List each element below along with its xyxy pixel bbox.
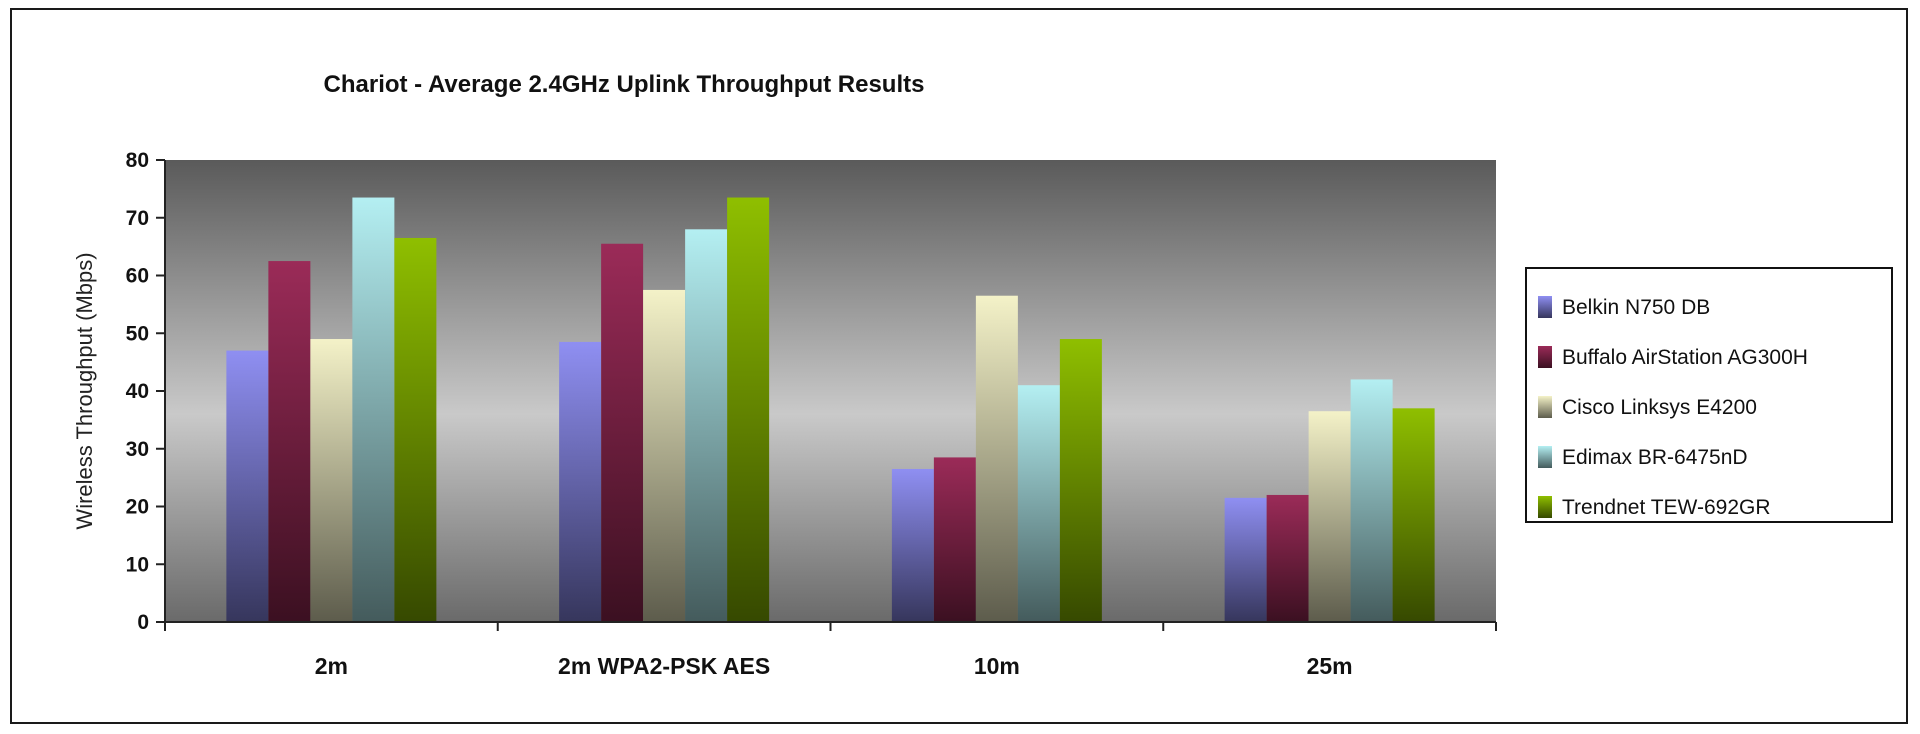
bar-5-2 xyxy=(727,197,770,622)
bar-chart: Chariot - Average 2.4GHz Uplink Throughp… xyxy=(72,71,1893,679)
legend-swatch-3 xyxy=(1538,396,1552,418)
legend-swatch-4 xyxy=(1538,446,1552,468)
chart-frame: Chariot - Average 2.4GHz Uplink Throughp… xyxy=(10,8,1908,724)
legend-swatch-5 xyxy=(1538,496,1552,518)
bar-5-3 xyxy=(1059,339,1102,622)
bar-1-4 xyxy=(1224,497,1267,622)
y-tick-label: 80 xyxy=(126,149,149,172)
bar-3-3 xyxy=(975,295,1018,622)
bar-4-1 xyxy=(352,197,395,622)
legend-label: Edimax BR-6475nD xyxy=(1562,446,1748,469)
x-category-label: 25m xyxy=(1307,653,1353,679)
bar-2-2 xyxy=(601,243,644,623)
y-tick-label: 10 xyxy=(126,553,149,576)
y-tick-label: 0 xyxy=(137,611,149,634)
legend-label: Belkin N750 DB xyxy=(1562,296,1710,319)
x-category-label: 10m xyxy=(974,653,1020,679)
bar-2-4 xyxy=(1266,494,1309,622)
bar-1-3 xyxy=(891,468,934,622)
legend-label: Trendnet TEW-692GR xyxy=(1562,496,1771,519)
y-axis-title: Wireless Throughput (Mbps) xyxy=(72,252,97,529)
legend-swatch-1 xyxy=(1538,296,1552,318)
bar-4-2 xyxy=(685,229,728,623)
bar-2-3 xyxy=(933,457,976,622)
bar-4-4 xyxy=(1350,379,1393,622)
bar-3-4 xyxy=(1308,411,1351,622)
bar-1-1 xyxy=(226,350,269,622)
chart-title: Chariot - Average 2.4GHz Uplink Throughp… xyxy=(324,71,925,98)
x-category-label: 2m xyxy=(315,653,348,679)
bar-2-1 xyxy=(268,261,311,622)
y-tick-label: 20 xyxy=(126,496,149,519)
y-tick-label: 60 xyxy=(126,265,149,288)
x-category-label: 2m WPA2-PSK AES xyxy=(558,653,770,679)
bar-3-1 xyxy=(310,339,353,622)
legend-label: Cisco Linksys E4200 xyxy=(1562,396,1757,419)
y-tick-label: 50 xyxy=(126,322,149,345)
bar-4-3 xyxy=(1017,385,1060,622)
legend-label: Buffalo AirStation AG300H xyxy=(1562,346,1808,369)
legend-swatch-2 xyxy=(1538,346,1552,368)
y-tick-label: 30 xyxy=(126,438,149,461)
bar-5-1 xyxy=(394,237,437,622)
bar-1-2 xyxy=(559,341,602,622)
y-tick-label: 70 xyxy=(126,207,149,230)
legend xyxy=(1525,267,1893,523)
bar-3-2 xyxy=(643,289,686,622)
y-tick-label: 40 xyxy=(126,380,149,403)
bar-5-4 xyxy=(1392,408,1435,622)
